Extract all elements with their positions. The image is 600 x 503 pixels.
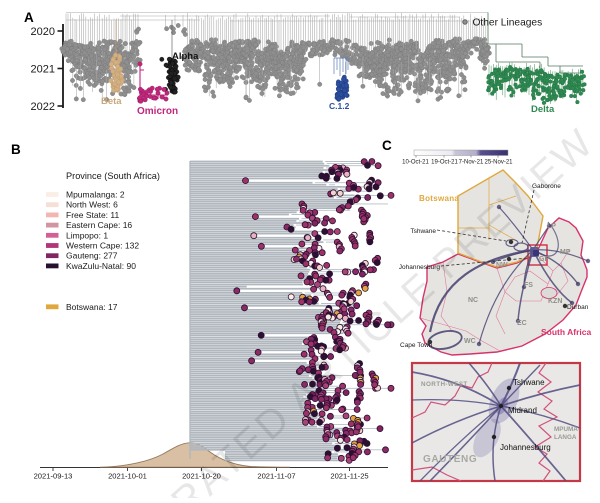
svg-text:2022: 2022 [31, 101, 55, 113]
svg-text:GAUTENG: GAUTENG [423, 454, 477, 465]
svg-text:South Africa: South Africa [541, 327, 591, 337]
svg-text:7-Nov-21: 7-Nov-21 [459, 160, 484, 166]
svg-text:Western Cape: 132: Western Cape: 132 [66, 241, 139, 251]
svg-text:Midrand: Midrand [508, 406, 537, 415]
svg-text:FS: FS [524, 282, 533, 289]
svg-text:B: B [11, 142, 21, 157]
svg-text:Tshwane: Tshwane [513, 378, 545, 387]
svg-text:MP: MP [560, 249, 571, 256]
svg-text:Botswana: 17: Botswana: 17 [66, 302, 118, 312]
svg-text:19-Oct-21: 19-Oct-21 [431, 160, 458, 166]
svg-text:LANGA: LANGA [554, 434, 577, 441]
svg-text:KwaZulu-Natal: 90: KwaZulu-Natal: 90 [66, 261, 136, 271]
svg-text:NC: NC [468, 297, 478, 304]
svg-text:LP: LP [547, 223, 556, 230]
svg-text:Botswana: Botswana [419, 194, 459, 203]
svg-text:WC: WC [464, 338, 476, 345]
svg-text:Delta: Delta [531, 104, 555, 115]
svg-text:Johannesburg: Johannesburg [500, 443, 551, 452]
svg-text:C.1.2: C.1.2 [329, 101, 350, 111]
svg-text:Tshwane: Tshwane [410, 228, 436, 235]
svg-text:2021: 2021 [31, 63, 55, 75]
svg-text:Other Lineages: Other Lineages [473, 18, 543, 29]
svg-text:Eastern Cape: 16: Eastern Cape: 16 [66, 220, 132, 230]
svg-text:2020: 2020 [31, 26, 55, 38]
svg-text:North West: 6: North West: 6 [66, 200, 118, 210]
svg-text:A: A [24, 10, 34, 25]
svg-text:Alpha: Alpha [172, 51, 199, 62]
svg-text:EC: EC [517, 320, 527, 327]
svg-text:Beta: Beta [101, 96, 122, 107]
svg-text:Cape Town: Cape Town [400, 342, 433, 349]
svg-text:MPUMA-: MPUMA- [554, 426, 580, 433]
svg-text:Durban: Durban [567, 304, 589, 311]
svg-text:Free State: 11: Free State: 11 [66, 210, 120, 220]
svg-text:NORTH-WEST: NORTH-WEST [421, 381, 468, 388]
svg-text:Mpumalanga: 2: Mpumalanga: 2 [66, 190, 125, 200]
svg-text:2021-09-13: 2021-09-13 [34, 472, 73, 481]
svg-text:2021-11-25: 2021-11-25 [330, 472, 368, 481]
svg-text:KZN: KZN [548, 298, 562, 305]
svg-text:2021-10-01: 2021-10-01 [108, 472, 147, 481]
svg-text:Gauteng: 277: Gauteng: 277 [66, 251, 118, 261]
svg-text:GP: GP [539, 256, 549, 263]
svg-text:C: C [382, 138, 392, 153]
svg-text:10-Oct-21: 10-Oct-21 [402, 160, 429, 166]
svg-text:NW: NW [496, 262, 508, 269]
svg-text:Omicron: Omicron [137, 106, 178, 117]
svg-text:Limpopo: 1: Limpopo: 1 [66, 230, 108, 240]
svg-text:Province (South Africa): Province (South Africa) [66, 171, 160, 181]
svg-text:25-Nov-21: 25-Nov-21 [484, 160, 513, 166]
svg-text:2021-11-07: 2021-11-07 [257, 472, 295, 481]
